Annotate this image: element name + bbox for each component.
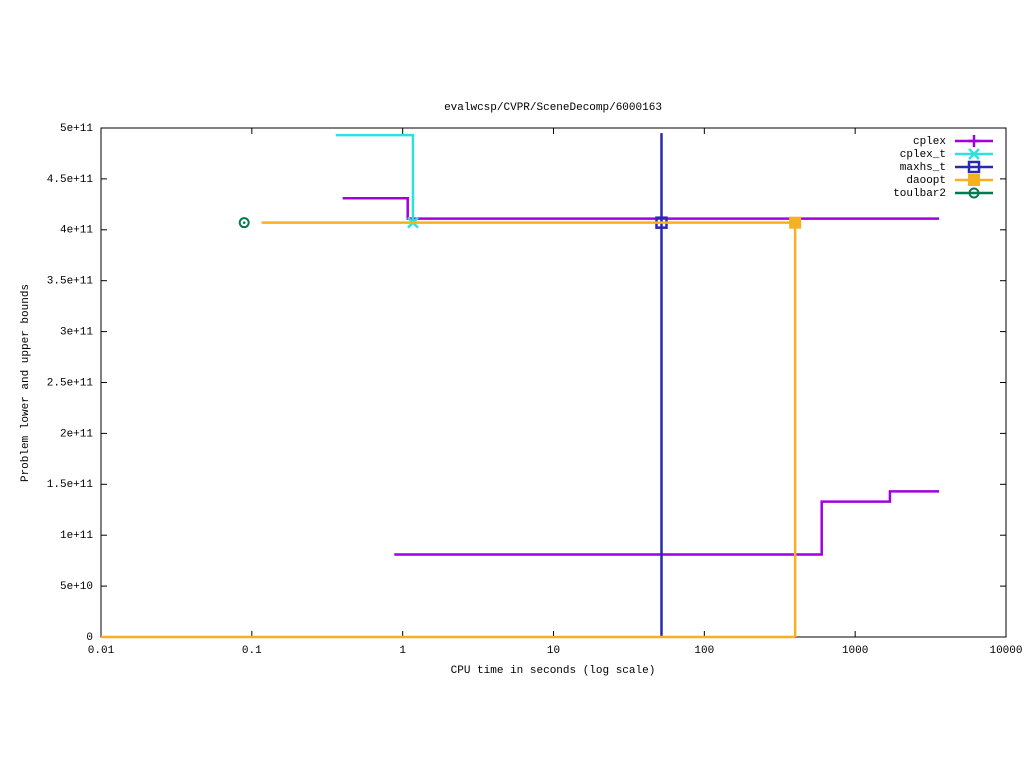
x-tick-label: 10000 — [989, 645, 1022, 657]
marker — [968, 174, 980, 186]
marker — [238, 217, 250, 229]
legend-label: toulbar2 — [893, 188, 946, 200]
y-tick-label: 4.5e+11 — [47, 174, 94, 186]
y-tick-label: 3.5e+11 — [47, 276, 94, 288]
x-axis-label: CPU time in seconds (log scale) — [451, 665, 656, 677]
marker — [789, 216, 802, 229]
y-tick-label: 2.5e+11 — [47, 377, 94, 389]
marker — [968, 148, 980, 160]
legend-label: cplex — [913, 136, 946, 148]
y-tick-label: 3e+11 — [60, 327, 93, 339]
marker — [967, 160, 981, 174]
marker-dot — [972, 191, 976, 195]
x-tick-label: 10 — [547, 645, 560, 657]
series-line — [342, 196, 940, 220]
y-tick-label: 5e+10 — [60, 581, 93, 593]
marker — [968, 135, 980, 147]
y-tick-label: 0 — [86, 632, 93, 644]
x-tick-label: 0.1 — [242, 645, 262, 657]
x-tick-label: 0.01 — [88, 645, 115, 657]
x-tick-label: 1000 — [842, 645, 868, 657]
plot-frame — [100, 127, 1007, 638]
legend-label: maxhs_t — [900, 162, 946, 174]
x-tick-label: 1 — [399, 645, 406, 657]
legend-label: daoopt — [906, 175, 946, 187]
y-tick-label: 5e+11 — [60, 123, 93, 135]
series-line — [394, 490, 940, 556]
y-tick-label: 2e+11 — [60, 428, 93, 440]
y-tick-label: 1e+11 — [60, 530, 93, 542]
series-line — [335, 133, 415, 223]
marker — [968, 187, 980, 199]
y-axis-label: Problem lower and upper bounds — [20, 284, 32, 482]
y-tick-label: 1.5e+11 — [47, 479, 94, 491]
y-tick-label: 4e+11 — [60, 225, 93, 237]
marker-dot — [242, 221, 246, 224]
chart-title: evalwcsp/CVPR/SceneDecomp/6000163 — [444, 102, 662, 114]
legend-label: cplex_t — [900, 149, 946, 161]
series-line — [261, 221, 797, 637]
x-tick-label: 100 — [694, 645, 714, 657]
